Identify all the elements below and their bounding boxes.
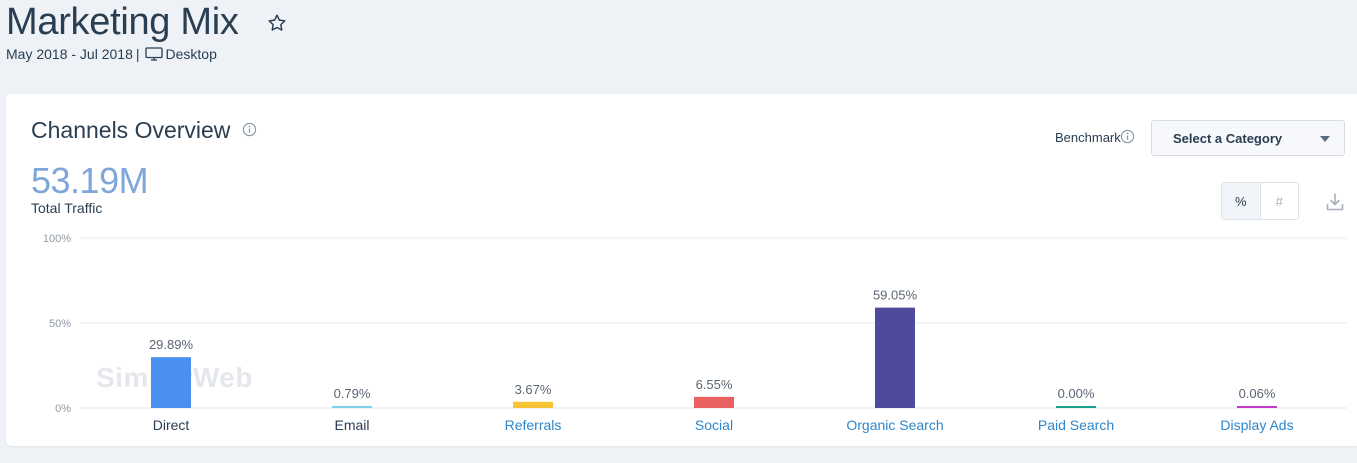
x-category-label[interactable]: Display Ads (1220, 417, 1293, 433)
info-icon[interactable] (242, 122, 257, 137)
bar-value-label: 0.00% (1058, 386, 1095, 401)
bar (513, 401, 553, 408)
bar (875, 307, 915, 408)
x-category-label[interactable]: Organic Search (846, 417, 943, 433)
favorite-star-icon[interactable] (266, 12, 288, 34)
device-label: Desktop (165, 46, 217, 62)
bar-value-label: 29.89% (149, 337, 194, 352)
x-category-label[interactable]: Social (695, 417, 733, 433)
chevron-down-icon (1320, 136, 1330, 142)
page-title: Marketing Mix (6, 1, 239, 43)
bar-value-label: 3.67% (515, 382, 552, 397)
date-device-subtitle: May 2018 - Jul 2018 | Desktop (6, 46, 217, 62)
bar-value-label: 0.79% (334, 386, 371, 401)
benchmark-label: Benchmark (1055, 130, 1121, 145)
bar (1056, 406, 1096, 408)
x-category-label[interactable]: Paid Search (1038, 417, 1114, 433)
y-tick-label: 50% (49, 318, 71, 330)
bar-value-label: 59.05% (873, 288, 918, 303)
bar-value-label: 0.06% (1239, 386, 1276, 401)
x-category-label[interactable]: Referrals (505, 417, 562, 433)
y-tick-label: 100% (43, 233, 71, 245)
download-icon[interactable] (1325, 192, 1345, 212)
bar (151, 357, 191, 408)
card-title: Channels Overview (31, 117, 231, 143)
bar-value-label: 6.55% (696, 377, 733, 392)
total-traffic-value: 53.19M (31, 160, 149, 201)
x-category-label: Email (334, 417, 369, 433)
date-range: May 2018 - Jul 2018 (6, 46, 133, 62)
total-traffic-label: Total Traffic (31, 200, 103, 216)
bar (332, 406, 372, 408)
percent-count-toggle: % # (1221, 182, 1299, 220)
benchmark-info-icon[interactable] (1120, 129, 1135, 144)
bar (694, 396, 734, 408)
channels-overview-card: Channels Overview 53.19M Total Traffic B… (6, 94, 1357, 446)
count-toggle-button[interactable]: # (1275, 193, 1283, 209)
bar (1237, 406, 1277, 408)
x-category-label: Direct (153, 417, 190, 433)
percent-toggle-button[interactable]: % (1222, 183, 1261, 219)
y-tick-label: 0% (55, 403, 71, 415)
subtitle-separator: | (135, 46, 140, 62)
desktop-icon (144, 47, 163, 61)
category-select-dropdown[interactable]: Select a Category (1151, 120, 1345, 156)
category-select-label: Select a Category (1173, 131, 1283, 146)
